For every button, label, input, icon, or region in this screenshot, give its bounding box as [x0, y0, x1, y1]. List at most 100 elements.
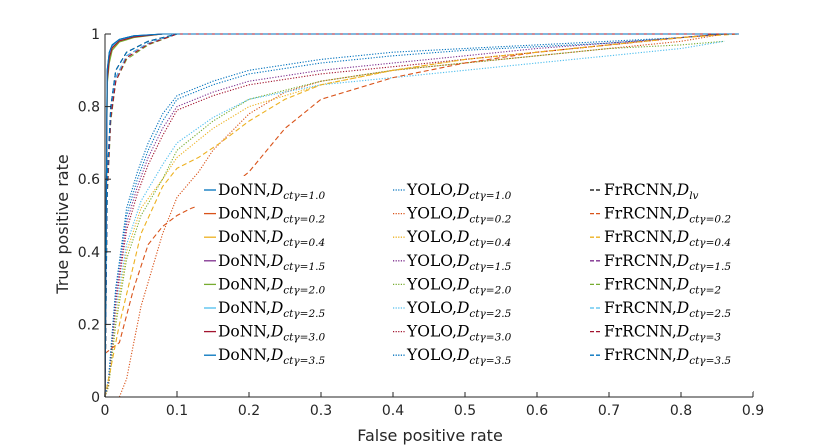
x-tick-label: 0.7 — [598, 403, 620, 419]
legend-dataset-symbol: D — [270, 181, 284, 199]
legend-label: FrRCNN,Dctγ=0.2 — [604, 205, 731, 226]
roc-curve-yolo-13 — [104, 40, 725, 398]
legend-label: FrRCNN,Dctγ=3 — [604, 323, 721, 344]
legend-dataset-symbol: D — [676, 205, 690, 223]
legend-dataset-subscript: ctγ=3.5 — [283, 355, 325, 367]
roc-curve-frrcnn-23 — [104, 33, 739, 398]
legend-model-name: DoNN, — [218, 252, 271, 270]
legend-dataset-symbol: D — [456, 275, 470, 293]
legend-model-name: FrRCNN, — [604, 275, 677, 293]
legend-label: YOLO,Dctγ=1.5 — [406, 252, 512, 273]
y-tick-label: 0.2 — [78, 317, 100, 333]
legend-dataset-symbol: D — [456, 228, 470, 246]
legend-dataset-symbol: D — [270, 346, 284, 364]
legend-box — [197, 176, 753, 392]
roc-curve-frrcnn-18 — [104, 33, 739, 398]
legend-model-name: YOLO, — [406, 299, 457, 317]
legend-dataset-subscript: ctγ=2 — [689, 284, 721, 296]
legend-dataset-subscript: ctγ=0.2 — [689, 214, 731, 226]
legend-label: DoNN,Dctγ=3.0 — [218, 323, 325, 344]
legend-model-name: YOLO, — [406, 252, 457, 270]
x-tick-label: 0.8 — [670, 403, 692, 419]
legend-model-name: DoNN, — [218, 346, 271, 364]
roc-curve-frrcnn-22 — [104, 33, 739, 398]
legend-dataset-subscript: ctγ=0.2 — [469, 214, 511, 226]
legend-label: YOLO,Dctγ=2.5 — [406, 299, 512, 320]
legend-label: YOLO,Dctγ=0.4 — [406, 228, 511, 249]
legend-dataset-symbol: D — [270, 323, 284, 341]
legend-dataset-subscript: lv — [689, 190, 698, 202]
legend-dataset-symbol: D — [270, 205, 284, 223]
legend-model-name: YOLO, — [406, 228, 457, 246]
legend-model-name: DoNN, — [218, 205, 271, 223]
plot-lines — [104, 33, 739, 398]
legend-model-name: FrRCNN, — [604, 181, 677, 199]
legend-model-name: FrRCNN, — [604, 252, 677, 270]
legend-dataset-subscript: ctγ=3.5 — [469, 355, 511, 367]
legend-label: DoNN,Dctγ=0.2 — [218, 205, 325, 226]
legend-model-name: FrRCNN, — [604, 299, 677, 317]
legend-model-name: YOLO, — [406, 181, 457, 199]
x-tick-label: 0.2 — [238, 403, 260, 419]
legend-dataset-symbol: D — [676, 181, 690, 199]
legend-model-name: YOLO, — [406, 346, 457, 364]
legend-label: YOLO,Dctγ=3.0 — [406, 323, 512, 344]
legend-label: DoNN,Dctγ=2.0 — [218, 275, 325, 296]
y-tick-label: 0.8 — [78, 100, 100, 116]
legend-dataset-symbol: D — [676, 275, 690, 293]
legend-label: DoNN,Dctγ=2.5 — [218, 299, 325, 320]
legend-label: FrRCNN,Dctγ=0.4 — [604, 228, 731, 249]
legend-dataset-subscript: ctγ=1.5 — [469, 261, 511, 273]
legend-model-name: DoNN, — [218, 228, 271, 246]
legend-label: DoNN,Dctγ=3.5 — [218, 346, 325, 367]
legend-dataset-symbol: D — [270, 275, 284, 293]
legend-model-name: YOLO, — [406, 205, 457, 223]
ticks: 0 0.1 0.2 0.3 0.4 0.5 0.6 0.7 0.8 0.9 0 0.2 0.4 0.6 0.… — [78, 27, 764, 419]
legend-dataset-subscript: ctγ=2.5 — [283, 308, 325, 320]
legend-label: FrRCNN,Dctγ=3.5 — [604, 346, 731, 367]
legend-dataset-symbol: D — [676, 299, 690, 317]
x-tick-label: 0.4 — [382, 403, 404, 419]
legend-model-name: DoNN, — [218, 275, 271, 293]
legend-model-name: FrRCNN, — [604, 346, 677, 364]
legend-model-name: YOLO, — [406, 323, 457, 341]
legend-model-name: DoNN, — [218, 323, 271, 341]
legend-dataset-symbol: D — [456, 205, 470, 223]
legend-label: YOLO,Dctγ=0.2 — [406, 205, 512, 226]
legend-dataset-subscript: ctγ=2.5 — [469, 308, 511, 320]
legend-dataset-symbol: D — [676, 228, 690, 246]
legend-dataset-subscript: ctγ=0.4 — [469, 237, 511, 249]
legend-dataset-symbol: D — [270, 228, 284, 246]
legend-label: YOLO,Dctγ=3.5 — [406, 346, 512, 367]
legend-model-name: DoNN, — [218, 181, 271, 199]
legend-dataset-subscript: ctγ=1.0 — [469, 190, 511, 202]
x-tick-label: 0.5 — [454, 403, 476, 419]
legend-label: FrRCNN,Dctγ=2 — [604, 275, 721, 296]
legend-dataset-subscript: ctγ=2.0 — [469, 284, 511, 296]
legend-label: YOLO,Dctγ=2.0 — [406, 275, 512, 296]
legend-label: FrRCNN,Dctγ=1.5 — [604, 252, 731, 273]
x-axis-title: False positive rate — [357, 426, 503, 445]
legend-dataset-symbol: D — [456, 252, 470, 270]
legend-dataset-symbol: D — [270, 299, 284, 317]
legend-label: DoNN,Dctγ=0.4 — [218, 228, 325, 249]
legend-dataset-symbol: D — [456, 346, 470, 364]
legend-dataset-symbol: D — [676, 323, 690, 341]
legend-dataset-subscript: ctγ=3.0 — [469, 332, 511, 344]
legend-label: DoNN,Dctγ=1.0 — [218, 181, 325, 202]
roc-curve-yolo-10 — [104, 33, 725, 398]
y-tick-label: 1 — [91, 27, 100, 43]
legend-model-name: FrRCNN, — [604, 228, 677, 246]
roc-curve-donn-7 — [104, 33, 739, 398]
roc-curve-yolo-8 — [104, 33, 725, 398]
x-tick-label: 0.3 — [310, 403, 332, 419]
legend-dataset-subscript: ctγ=1.5 — [283, 261, 325, 273]
legend-model-name: FrRCNN, — [604, 205, 677, 223]
legend: DoNN,Dctγ=1.0DoNN,Dctγ=0.2DoNN,Dctγ=0.4D… — [197, 176, 753, 392]
legend-model-name: FrRCNN, — [604, 323, 677, 341]
legend-dataset-subscript: ctγ=2.5 — [689, 308, 731, 320]
legend-dataset-subscript: ctγ=3 — [689, 332, 721, 344]
legend-dataset-subscript: ctγ=1.0 — [283, 190, 325, 202]
legend-dataset-subscript: ctγ=0.4 — [689, 237, 731, 249]
